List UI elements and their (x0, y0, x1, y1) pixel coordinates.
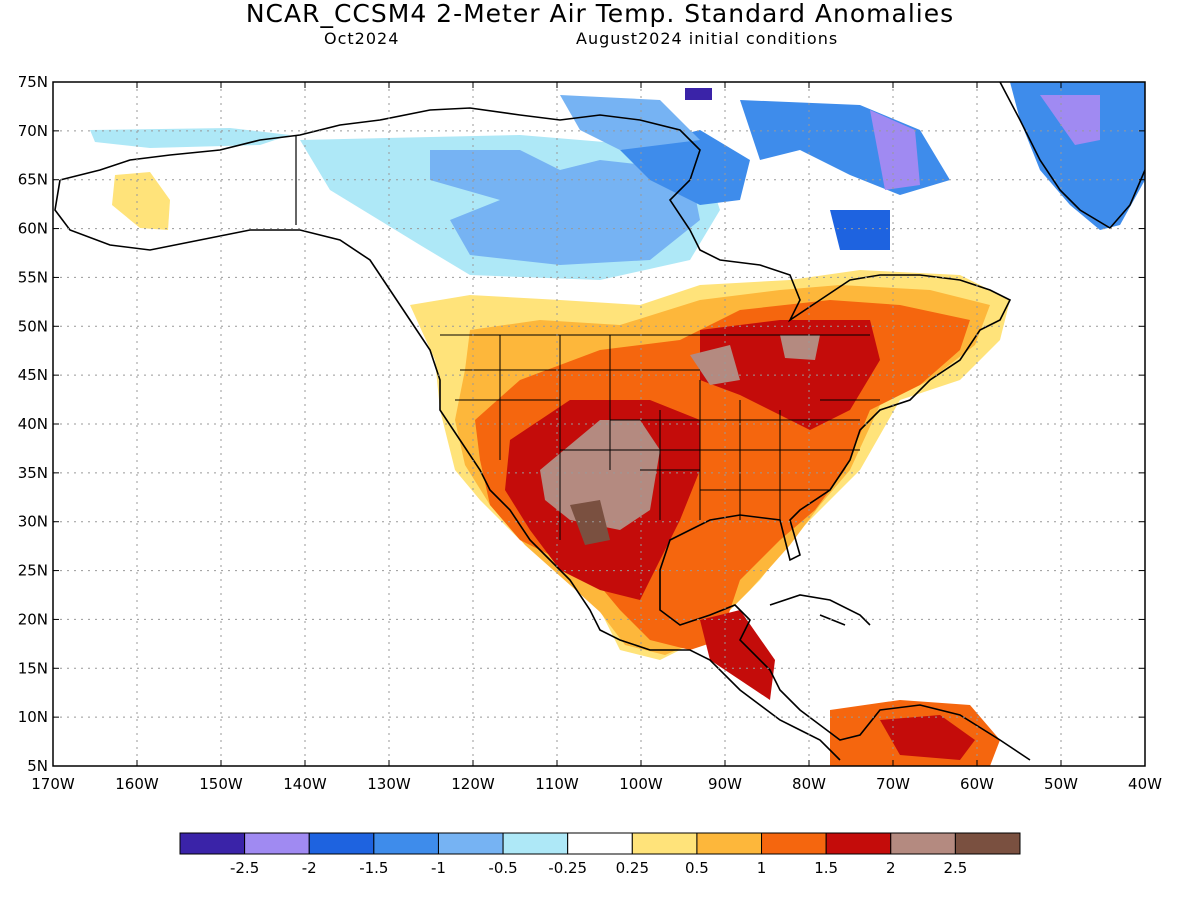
colorbar-label: -1 (431, 859, 446, 877)
warm-anomaly-region (540, 420, 660, 530)
cool-anomaly-region (1040, 95, 1100, 145)
lat-label: 55N (18, 268, 48, 286)
lon-label: 110W (535, 775, 579, 793)
lon-label: 80W (792, 775, 826, 793)
colorbar-label: -0.25 (548, 859, 587, 877)
colorbar-labels: -2.5 -2 -1.5 -1 -0.5 -0.25 0.25 0.5 1 1.5 2 2.5 (230, 859, 967, 877)
lat-label: 65N (18, 171, 48, 189)
longitude-labels: 170W 160W 150W 140W 130W 120W 110W 100W 90W 80W 70… (31, 775, 1162, 793)
colorbar-swatch (502, 832, 569, 855)
lat-label: 10N (18, 708, 48, 726)
lon-label: 90W (708, 775, 742, 793)
lon-label: 60W (960, 775, 994, 793)
colorbar-label: -2 (302, 859, 317, 877)
colorbar-label: -0.5 (488, 859, 517, 877)
lon-label: 150W (199, 775, 243, 793)
warm-anomaly-region (700, 610, 775, 700)
colorbar-swatch (437, 832, 504, 855)
lon-label: 50W (1044, 775, 1078, 793)
cool-anomaly-region (1010, 82, 1145, 230)
colorbar-swatch (631, 832, 698, 855)
lon-label: 130W (367, 775, 411, 793)
colorbar-label: -1.5 (359, 859, 388, 877)
warm-anomaly-region (690, 345, 740, 385)
colorbar-swatch (954, 832, 1021, 855)
cool-anomaly-region (870, 110, 920, 190)
colorbar-swatch (308, 832, 375, 855)
lat-label: 15N (18, 659, 48, 677)
colorbar-swatch (373, 832, 439, 855)
lon-label: 40W (1128, 775, 1162, 793)
colorbar-label: 1.5 (814, 859, 838, 877)
colorbar-label: 1 (757, 859, 767, 877)
lon-label: 140W (283, 775, 327, 793)
colorbar-label: 0.5 (685, 859, 709, 877)
lon-label: 170W (31, 775, 75, 793)
colorbar-label: -2.5 (230, 859, 259, 877)
warm-anomaly-region (570, 500, 610, 545)
cool-anomaly-region (90, 128, 290, 148)
state-borders (440, 334, 880, 540)
lon-label: 120W (451, 775, 495, 793)
colorbar-swatch (696, 832, 763, 855)
colorbar-swatch (179, 832, 246, 855)
lat-label: 25N (18, 562, 48, 580)
latitude-labels: 75N 70N 65N 60N 55N 50N 45N 40N 35N 30N 25N 20N 15N 1… (18, 73, 48, 775)
colorbar (179, 832, 1021, 855)
colorbar-swatch (567, 832, 633, 855)
lon-label: 70W (876, 775, 910, 793)
cool-anomaly-region (685, 88, 712, 100)
graticule (53, 82, 1145, 766)
warm-anomaly-region (880, 715, 975, 760)
warm-anomaly-region (112, 172, 170, 230)
lon-label: 100W (619, 775, 663, 793)
colorbar-swatch (761, 832, 827, 855)
coastline (54, 107, 1031, 761)
lat-label: 5N (27, 757, 48, 775)
initial-conditions: August2024 initial conditions (576, 29, 839, 48)
colorbar-swatch (825, 832, 892, 855)
lat-label: 50N (18, 317, 48, 335)
lat-label: 45N (18, 366, 48, 384)
cool-anomaly-region (830, 210, 890, 250)
colorbar-label: 2 (886, 859, 896, 877)
lat-label: 20N (18, 610, 48, 628)
lon-label: 160W (115, 775, 159, 793)
lat-label: 70N (18, 122, 48, 140)
colorbar-label: 0.25 (616, 859, 649, 877)
coastline (769, 594, 871, 626)
cool-anomaly-region (620, 130, 750, 205)
warm-anomaly-region (780, 335, 820, 360)
colorbar-label: 2.5 (943, 859, 967, 877)
chart-title: NCAR_CCSM4 2-Meter Air Temp. Standard An… (245, 0, 955, 28)
cool-anomaly-region (430, 150, 700, 265)
lat-label: 30N (18, 513, 48, 531)
colorbar-swatch (890, 832, 956, 855)
axis-ticks (52, 81, 1146, 767)
lat-label: 60N (18, 220, 48, 238)
coastline (999, 82, 1145, 230)
colorbar-swatch (244, 832, 310, 855)
cool-anomaly-region (560, 95, 700, 150)
lat-label: 35N (18, 464, 48, 482)
lat-label: 40N (18, 415, 48, 433)
forecast-month: Oct2024 (324, 29, 400, 48)
lat-label: 75N (18, 73, 48, 91)
